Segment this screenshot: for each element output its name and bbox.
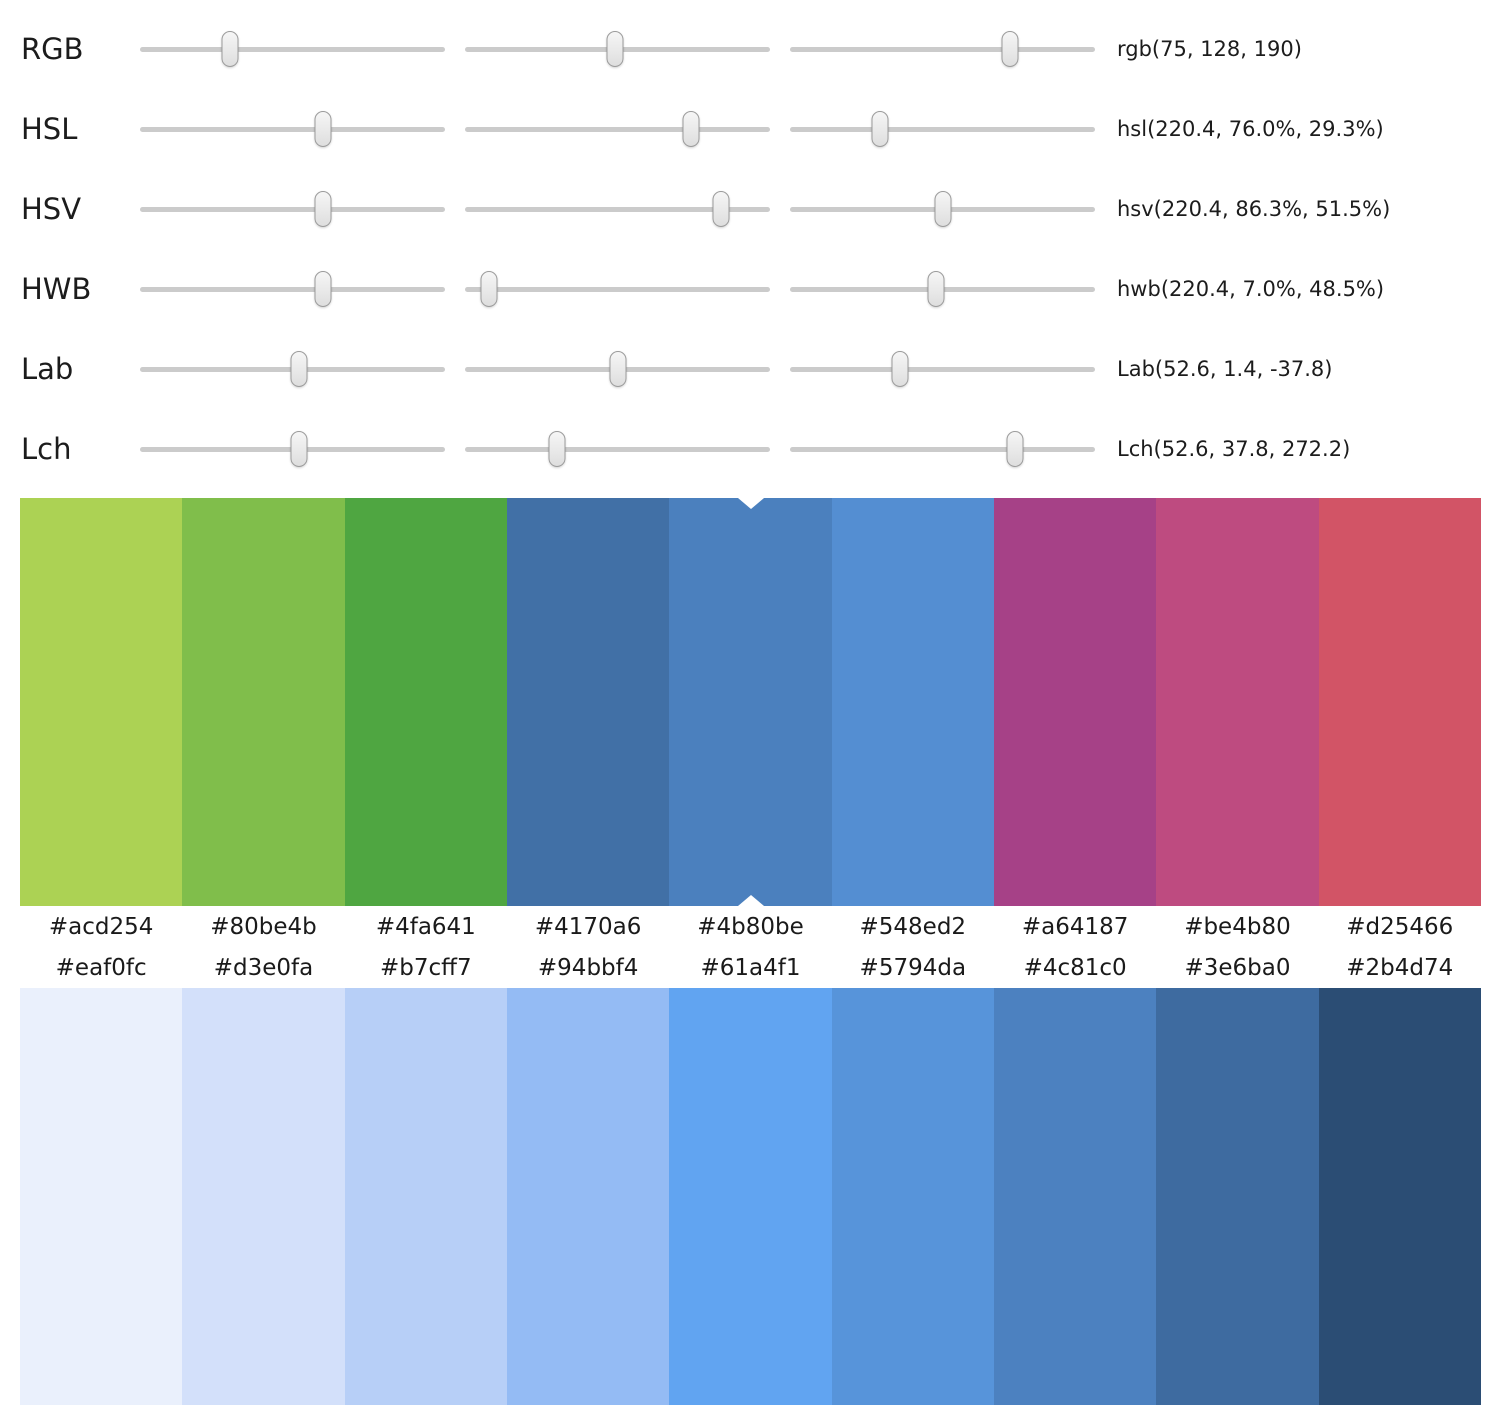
hsv-hue-track[interactable] (140, 191, 445, 227)
tint-scale-swatch[interactable] (831, 988, 994, 1405)
tint-scale-swatch-hex-label: #eaf0fc (55, 954, 147, 981)
hwb-blackness-thumb[interactable] (927, 271, 945, 307)
hwb-value-text: hwb(220.4, 7.0%, 48.5%) (1117, 277, 1385, 301)
lab-value-text: Lab(52.6, 1.4, -37.8) (1117, 357, 1333, 381)
hsl-lightness-thumb[interactable] (871, 111, 889, 147)
rgb-red-track[interactable] (140, 31, 445, 67)
lch-c-track[interactable] (465, 431, 770, 467)
lch-h-thumb[interactable] (1006, 431, 1024, 467)
rgb-green-track[interactable] (465, 31, 770, 67)
lab-label: Lab (21, 352, 74, 386)
lab-b-thumb[interactable] (891, 351, 909, 387)
hue-palette-swatch[interactable] (506, 498, 670, 906)
tint-scale-swatch[interactable] (1318, 988, 1481, 1405)
rgb-red-thumb[interactable] (221, 31, 239, 67)
slider-row-rgb: RGB rgb(75, 128, 190) (0, 9, 1501, 89)
hue-palette-strip (20, 498, 1481, 906)
slider-row-hsl: HSL hsl(220.4, 76.0%, 29.3%) (0, 89, 1501, 169)
tint-scale-swatch-hex-label: #5794da (859, 954, 967, 981)
hue-palette-swatch-hex-label: #be4b80 (1184, 913, 1291, 940)
rgb-blue-thumb[interactable] (1001, 31, 1019, 67)
hue-palette-swatch[interactable] (344, 498, 507, 906)
hue-palette-swatch[interactable] (1156, 498, 1319, 906)
rgb-value-text: rgb(75, 128, 190) (1117, 37, 1302, 61)
hue-palette-swatch-hex-label: #4b80be (697, 913, 804, 940)
hue-palette-swatch-hex-label: #acd254 (48, 913, 154, 940)
hue-palette-swatch[interactable] (182, 498, 345, 906)
lch-h-track[interactable] (790, 431, 1095, 467)
hsv-label: HSV (21, 192, 82, 226)
lab-a-thumb[interactable] (609, 351, 627, 387)
hsl-value-text: hsl(220.4, 76.0%, 29.3%) (1117, 117, 1384, 141)
hue-palette-swatch-hex-label: #4fa641 (375, 913, 476, 940)
hue-palette-swatch-hex-label: #548ed2 (859, 913, 967, 940)
hsl-label: HSL (21, 112, 78, 146)
hsv-value-thumb[interactable] (934, 191, 951, 227)
rgb-label: RGB (21, 32, 84, 66)
hsl-hue-track[interactable] (140, 111, 445, 147)
tint-scale-swatch-hex-label: #3e6ba0 (1184, 954, 1291, 981)
hsv-saturation-track[interactable] (465, 191, 770, 227)
tint-scale-swatch[interactable] (506, 988, 670, 1405)
rgb-green-thumb[interactable] (606, 31, 624, 67)
hwb-hue-track[interactable] (140, 271, 445, 307)
hsl-lightness-track[interactable] (790, 111, 1095, 147)
hwb-hue-thumb[interactable] (314, 271, 332, 307)
lab-l-track[interactable] (140, 351, 445, 387)
tint-scale-swatch-hex-label: #2b4d74 (1346, 954, 1454, 981)
tint-scale-swatch-hex-label: #b7cff7 (380, 954, 472, 981)
hue-palette-swatch[interactable] (1318, 498, 1481, 906)
hue-palette-labels: #acd254 #80be4b #4fa641 #4170a6 #4b80be #548e… (20, 906, 1481, 947)
hwb-whiteness-thumb[interactable] (480, 271, 498, 307)
hue-palette-swatch[interactable] (669, 498, 832, 906)
lab-l-thumb[interactable] (290, 351, 308, 387)
hsv-value-track[interactable] (790, 191, 1095, 227)
slider-row-hsv: HSV hsv(220.4, 86.3%, 51.5%) (0, 169, 1501, 249)
hwb-label: HWB (21, 272, 92, 306)
hsv-value-text: hsv(220.4, 86.3%, 51.5%) (1117, 197, 1391, 221)
tint-scale-labels: #eaf0fc #d3e0fa #b7cff7 #94bbf4 #61a4f1 #5794… (20, 947, 1481, 988)
hue-palette-swatch[interactable] (993, 498, 1157, 906)
hue-palette-swatch[interactable] (831, 498, 994, 906)
tint-scale-swatch[interactable] (182, 988, 345, 1405)
lch-l-track[interactable] (140, 431, 445, 467)
hwb-whiteness-track[interactable] (465, 271, 770, 307)
tint-scale-swatch-hex-label: #4c81c0 (1023, 954, 1127, 981)
tint-scale-swatch[interactable] (344, 988, 507, 1405)
hsl-hue-thumb[interactable] (314, 111, 332, 147)
hue-palette-swatch-hex-label: #a64187 (1021, 913, 1129, 940)
hue-palette-swatch[interactable] (20, 498, 183, 906)
hue-palette-swatch-hex-label: #4170a6 (534, 913, 642, 940)
lch-label: Lch (21, 432, 72, 466)
lch-l-thumb[interactable] (290, 431, 308, 467)
hsv-hue-thumb[interactable] (314, 191, 332, 227)
tint-scale-strip (20, 988, 1481, 1405)
hwb-blackness-track[interactable] (790, 271, 1095, 307)
tint-scale-swatch[interactable] (20, 988, 183, 1405)
slider-row-hwb: HWB hwb(220.4, 7.0%, 48.5%) (0, 249, 1501, 329)
tint-scale-swatch-hex-label: #94bbf4 (537, 954, 639, 981)
hsl-saturation-thumb[interactable] (682, 111, 700, 147)
lab-a-track[interactable] (465, 351, 770, 387)
hue-palette-swatch-hex-label: #d25466 (1346, 913, 1454, 940)
hsl-saturation-track[interactable] (465, 111, 770, 147)
tint-scale-swatch-hex-label: #61a4f1 (700, 954, 801, 981)
tint-scale-swatch[interactable] (669, 988, 832, 1405)
slider-section: RGB rgb(75, 128, 190) HSL hsl(220 (0, 0, 1501, 498)
rgb-blue-track[interactable] (790, 31, 1095, 67)
tint-scale-swatch[interactable] (1156, 988, 1319, 1405)
hsv-saturation-thumb[interactable] (712, 191, 730, 227)
lab-b-track[interactable] (790, 351, 1095, 387)
slider-row-lch: Lch Lch(52.6, 37.8, 272.2) (0, 409, 1501, 489)
lch-c-thumb[interactable] (548, 431, 565, 467)
tint-scale-swatch[interactable] (993, 988, 1157, 1405)
lch-value-text: Lch(52.6, 37.8, 272.2) (1117, 437, 1351, 461)
slider-row-lab: Lab Lab(52.6, 1.4, -37.8) (0, 329, 1501, 409)
tint-scale-swatch-hex-label: #d3e0fa (213, 954, 314, 981)
hue-palette-swatch-hex-label: #80be4b (210, 913, 317, 940)
